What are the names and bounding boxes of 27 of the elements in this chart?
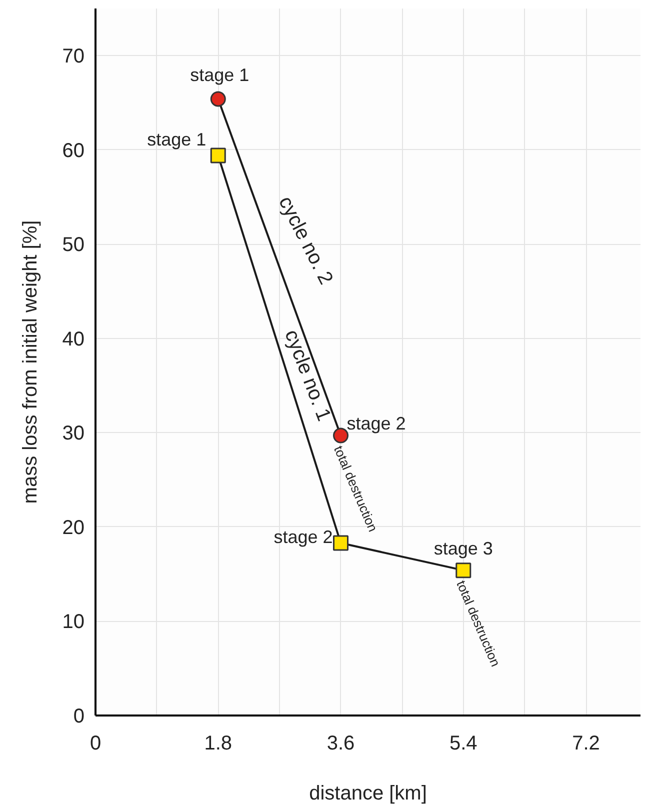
annotation: stage 2 — [274, 526, 333, 547]
x-tick-label: 3.6 — [326, 732, 355, 754]
annotation: stage 2 — [346, 414, 406, 434]
point — [456, 562, 472, 578]
y-tick-label: 50 — [62, 234, 85, 256]
x-tick-label: 0 — [90, 732, 102, 754]
point — [210, 148, 226, 164]
x-tick-label: 5.4 — [449, 732, 478, 754]
annotation: cycle no. 1 — [280, 326, 335, 424]
annotation: stage 1 — [190, 64, 250, 85]
x-tick-label: 1.8 — [204, 732, 232, 754]
annotation: stage 3 — [434, 538, 493, 558]
point — [333, 535, 348, 551]
annotation: stage 1 — [147, 130, 206, 150]
annotation: cycle no. 2 — [274, 192, 337, 288]
x-axis-title: distance [km] — [309, 782, 427, 804]
x-tick-label: 7.2 — [572, 732, 600, 754]
y-tick-label: 70 — [62, 46, 85, 68]
y-tick-label: 20 — [62, 516, 85, 539]
y-tick-label: 60 — [62, 140, 85, 162]
y-tick-label: 0 — [73, 706, 84, 728]
point — [333, 428, 348, 444]
y-tick-label: 40 — [62, 328, 85, 350]
point — [210, 91, 226, 107]
y-axis-title: mass loss from initial weight [%] — [19, 220, 42, 504]
y-tick-label: 30 — [62, 422, 85, 445]
y-tick-label: 10 — [62, 611, 85, 634]
